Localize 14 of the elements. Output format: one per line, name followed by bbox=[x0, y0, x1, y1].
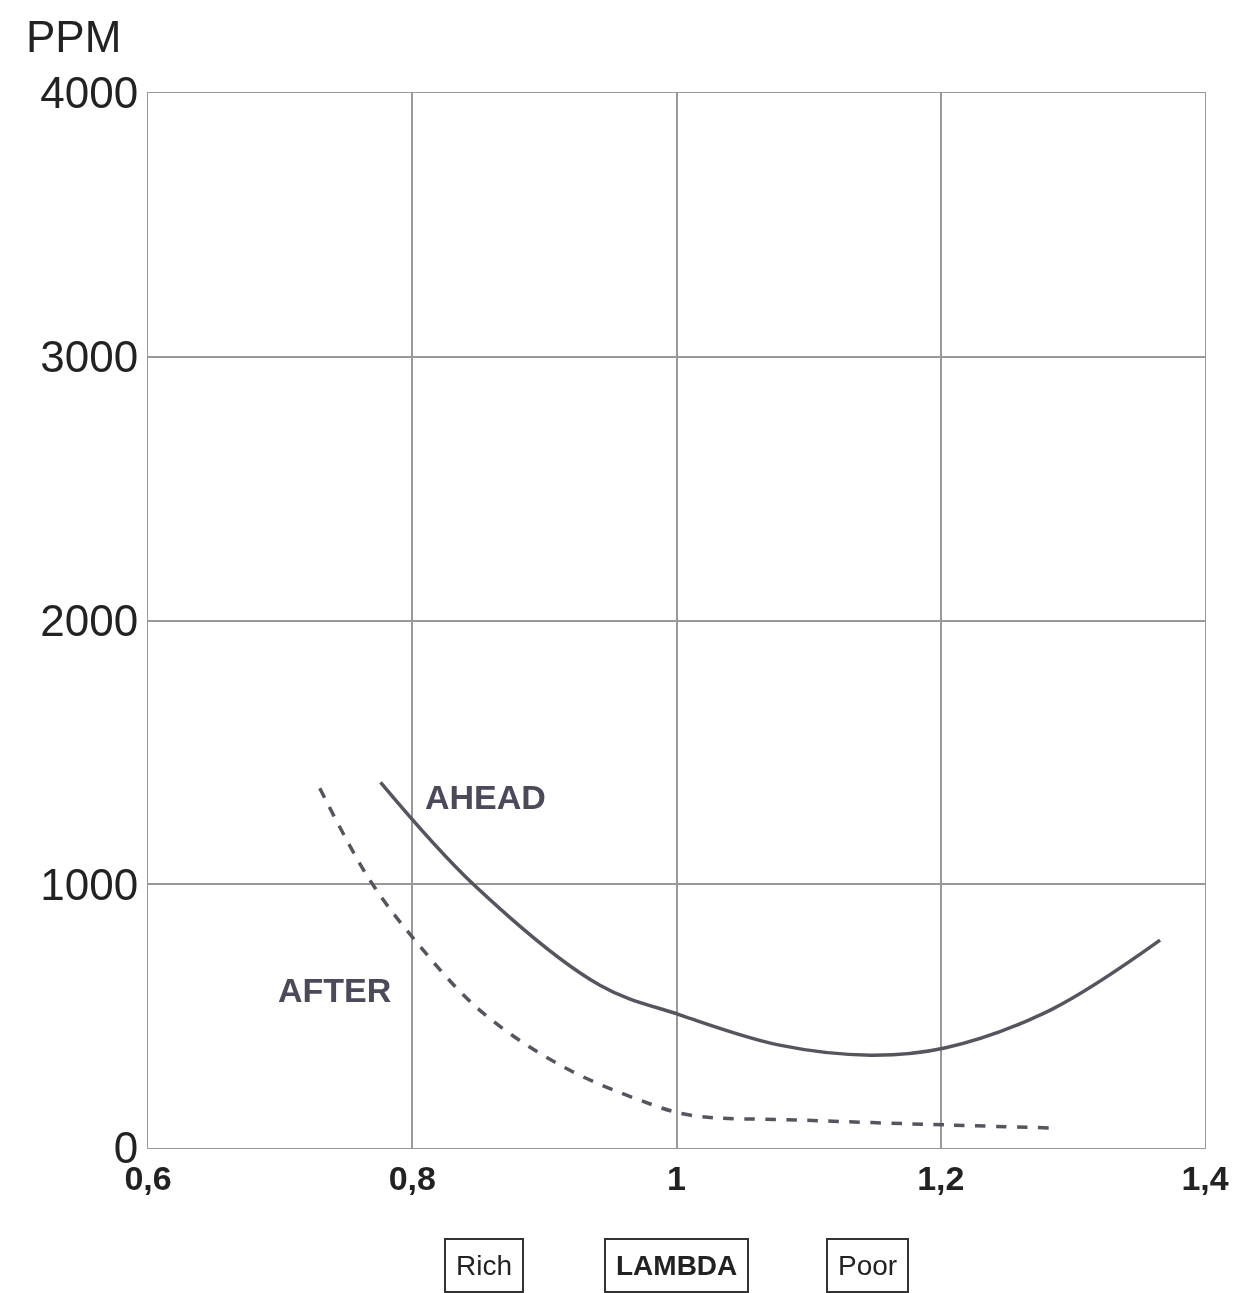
y-tick-label: 3000 bbox=[40, 332, 139, 382]
x-tick-label: 1,2 bbox=[917, 1158, 965, 1197]
x-tick-label: 1 bbox=[667, 1158, 686, 1197]
series-label: AFTER bbox=[278, 971, 392, 1009]
y-tick-label: 4000 bbox=[40, 68, 139, 118]
text: Rich bbox=[456, 1250, 513, 1281]
text: Poor bbox=[838, 1250, 898, 1281]
x-tick-label: 0,8 bbox=[388, 1158, 436, 1197]
y-axis-title: PPM bbox=[26, 12, 122, 61]
y-tick-label: 1000 bbox=[40, 859, 139, 909]
series-label: AHEAD bbox=[425, 778, 546, 816]
x-tick-label: 1,4 bbox=[1181, 1158, 1229, 1197]
y-tick-label: 2000 bbox=[40, 595, 139, 645]
x-axis-title: LAMBDA bbox=[616, 1250, 738, 1281]
